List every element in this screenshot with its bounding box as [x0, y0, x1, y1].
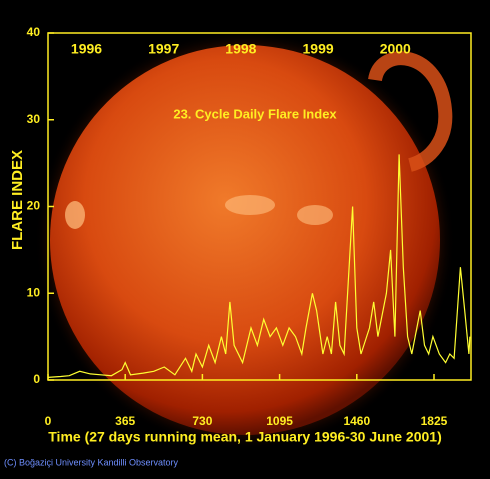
sunspot-glow	[65, 201, 85, 229]
sunspot-glow	[297, 205, 333, 225]
year-label: 1999	[303, 41, 334, 57]
y-tick-label: 30	[27, 112, 41, 126]
y-axis-label: FLARE INDEX	[9, 150, 26, 250]
y-tick-label: 40	[27, 25, 41, 39]
y-tick-label: 20	[27, 199, 41, 213]
year-label: 1997	[148, 41, 179, 57]
year-label: 1998	[225, 41, 256, 57]
y-tick-label: 10	[27, 285, 41, 299]
credit: (C) Boğaziçi University Kandilli Observa…	[4, 457, 179, 467]
y-tick-label: 0	[33, 372, 40, 386]
chart-title: 23. Cycle Daily Flare Index	[173, 106, 337, 121]
flare-line	[47, 154, 471, 378]
x-tick-label: 365	[115, 414, 135, 428]
year-label: 1996	[71, 41, 102, 57]
x-tick-label: 1460	[343, 414, 370, 428]
x-tick-label: 1095	[266, 414, 293, 428]
x-axis-label: Time (27 days running mean, 1 January 19…	[48, 429, 441, 445]
x-tick-label: 1825	[421, 414, 448, 428]
x-tick-label: 0	[45, 414, 52, 428]
sunspot-glow	[225, 195, 275, 215]
year-label: 2000	[380, 41, 411, 57]
prominence	[368, 51, 453, 172]
sun	[50, 45, 440, 435]
x-tick-label: 730	[192, 414, 212, 428]
